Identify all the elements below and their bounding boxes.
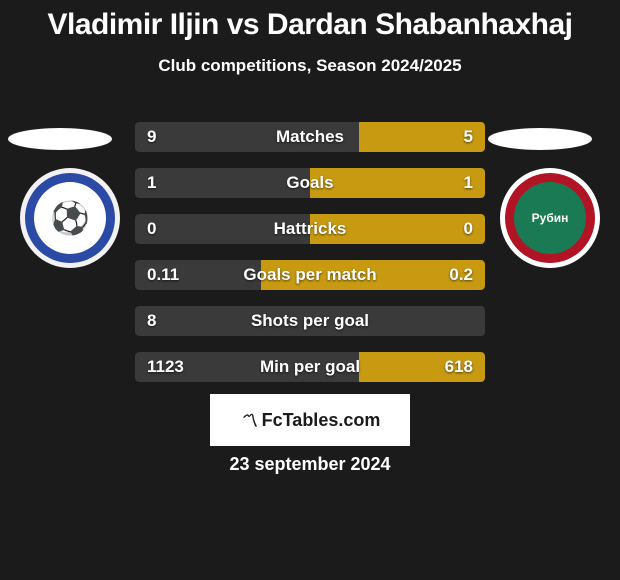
right-team-crest: Рубин xyxy=(500,168,600,268)
left-crest-ring: ⚽ xyxy=(25,173,115,263)
stat-label: Hattricks xyxy=(135,214,485,244)
stat-right-value: 5 xyxy=(464,122,473,152)
stat-right-value: 0 xyxy=(464,214,473,244)
stat-label: Goals per match xyxy=(135,260,485,290)
brand-icon: 〽 xyxy=(240,407,258,433)
brand-box: 〽 FcTables.com xyxy=(210,394,410,446)
stat-left-value: 0.11 xyxy=(147,260,179,290)
stat-row: Matches9 5 xyxy=(135,122,485,152)
stat-row: Shots per goal8 xyxy=(135,306,485,336)
right-crest-inner: Рубин xyxy=(514,182,586,254)
season-subtitle: Club competitions, Season 2024/2025 xyxy=(0,56,620,76)
stat-right-value: 1 xyxy=(464,168,473,198)
right-crest-text: Рубин xyxy=(532,211,569,225)
stat-right-value: 618 xyxy=(445,352,473,382)
comparison-title: Vladimir Iljin vs Dardan Shabanhaxhaj xyxy=(0,0,620,42)
snapshot-date: 23 september 2024 xyxy=(0,454,620,475)
left-team-crest: ⚽ xyxy=(20,168,120,268)
ball-icon: ⚽ xyxy=(50,199,90,237)
stat-right-value: 0.2 xyxy=(449,260,473,290)
comparison-bars: Matches9 5 Goals1 1 Hattricks0 0 Goals per mat… xyxy=(135,122,485,398)
stat-row: Goals1 1 xyxy=(135,168,485,198)
stat-left-value: 8 xyxy=(147,306,156,336)
stat-label: Shots per goal xyxy=(135,306,485,336)
stat-label: Min per goal xyxy=(135,352,485,382)
brand-text: FcTables.com xyxy=(262,410,381,431)
stat-row: Goals per match0.11 0.2 xyxy=(135,260,485,290)
left-crest-inner: ⚽ xyxy=(34,182,106,254)
right-crest-ring: Рубин xyxy=(505,173,595,263)
stat-row: Min per goal1123 618 xyxy=(135,352,485,382)
stat-label: Goals xyxy=(135,168,485,198)
stat-left-value: 1123 xyxy=(147,352,184,382)
stat-left-value: 9 xyxy=(147,122,156,152)
stat-label: Matches xyxy=(135,122,485,152)
stat-left-value: 1 xyxy=(147,168,156,198)
stat-left-value: 0 xyxy=(147,214,156,244)
stat-row: Hattricks0 0 xyxy=(135,214,485,244)
right-ellipse-shadow xyxy=(488,128,592,150)
left-ellipse-shadow xyxy=(8,128,112,150)
